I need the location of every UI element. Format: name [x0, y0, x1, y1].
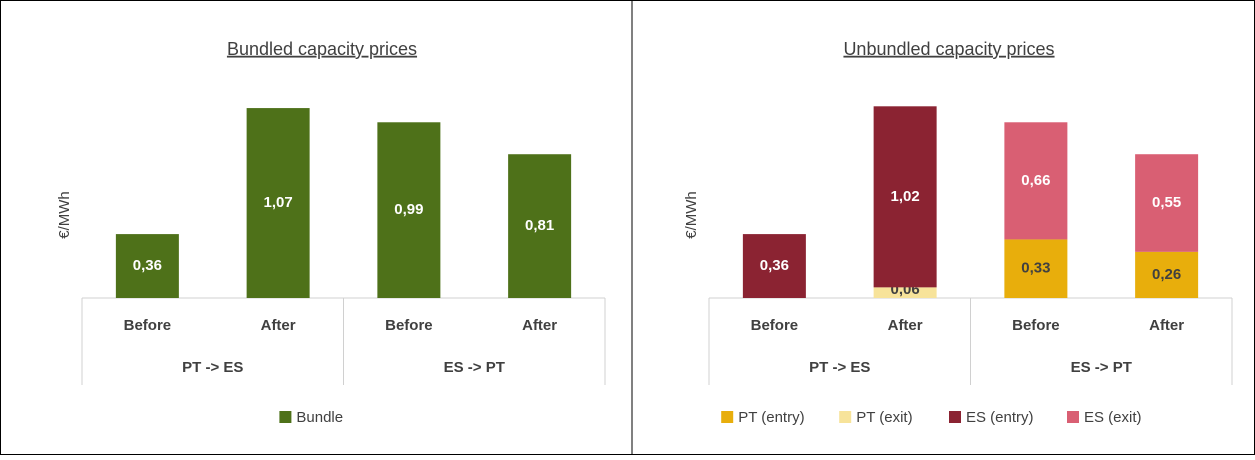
legend-label: PT (exit) — [856, 409, 912, 426]
x-tick-label: Before — [751, 317, 799, 334]
group-label: ES -> PT — [1071, 359, 1132, 376]
bar-segment — [115, 234, 179, 298]
legend-swatch — [279, 411, 292, 423]
x-tick-label: After — [522, 317, 557, 334]
legend-label: PT (entry) — [738, 409, 804, 426]
bar-segment — [742, 234, 806, 298]
group-label: PT -> ES — [809, 359, 870, 376]
legend-swatch — [1067, 411, 1079, 423]
legend-label: Bundle — [296, 409, 343, 426]
bar-segment — [508, 154, 572, 298]
bar-segment — [1004, 122, 1068, 240]
x-tick-label: Before — [124, 317, 172, 334]
y-axis-label: €/MWh — [56, 191, 73, 239]
legend-swatch — [839, 411, 852, 423]
x-tick-label: After — [888, 317, 923, 334]
group-label: ES -> PT — [444, 359, 505, 376]
bar-segment — [1135, 251, 1199, 298]
data-label: 0,36 — [760, 257, 789, 274]
y-axis-label: €/MWh — [683, 191, 700, 239]
chart-title: Unbundled capacity prices — [843, 39, 1054, 59]
x-tick-label: After — [1149, 317, 1184, 334]
legend-label: ES (entry) — [966, 409, 1034, 426]
legend-swatch — [949, 411, 961, 423]
bar-segment — [873, 287, 937, 298]
bar-segment — [377, 122, 441, 299]
group-label: PT -> ES — [182, 359, 243, 376]
bar-segment — [873, 106, 937, 288]
x-tick-label: Before — [1012, 317, 1060, 334]
data-label: 1,07 — [264, 194, 293, 211]
legend-label: ES (exit) — [1084, 409, 1142, 426]
data-label: 0,99 — [394, 201, 423, 218]
bar-segment — [246, 108, 310, 298]
chart-title: Bundled capacity prices — [227, 39, 417, 59]
bar-segment — [1135, 154, 1199, 252]
data-label: 0,81 — [525, 217, 554, 234]
x-tick-label: After — [261, 317, 296, 334]
data-label: 0,33 — [1021, 260, 1050, 277]
data-label: 0,66 — [1021, 172, 1050, 189]
data-label: 1,02 — [891, 188, 920, 205]
bar-segment — [1004, 239, 1068, 298]
x-tick-label: Before — [385, 317, 433, 334]
data-label: 0,55 — [1152, 194, 1181, 211]
legend-swatch — [721, 411, 734, 423]
data-label: 0,26 — [1152, 266, 1181, 283]
data-label: 0,36 — [133, 257, 162, 274]
